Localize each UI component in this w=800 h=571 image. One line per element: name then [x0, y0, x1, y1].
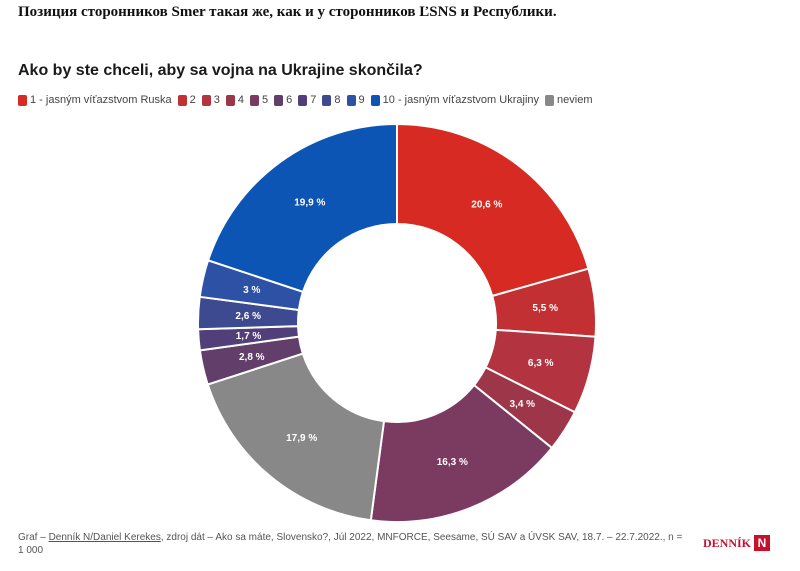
- slice-value-label: 2,6 %: [235, 311, 261, 322]
- legend-item[interactable]: 4: [225, 94, 245, 106]
- legend-item[interactable]: 6: [274, 94, 292, 106]
- legend-swatch: [545, 94, 555, 106]
- legend-label: 9: [358, 94, 365, 106]
- legend-swatch: [225, 94, 235, 106]
- slice-value-label: 2,8 %: [239, 352, 265, 363]
- slice-value-label: 17,9 %: [286, 433, 317, 444]
- legend-swatch: [322, 94, 332, 106]
- legend-swatch: [177, 94, 187, 106]
- logo-text: DENNÍK: [703, 535, 752, 550]
- legend-swatch: [18, 94, 27, 106]
- legend-label: 10 - jasným víťazstvom Ukrajiny: [382, 94, 540, 106]
- legend-item[interactable]: neviem: [545, 94, 592, 106]
- legend-label: neviem: [557, 94, 593, 106]
- legend-label: 3: [213, 94, 220, 106]
- donut-slice[interactable]: [206, 122, 398, 294]
- legend-item[interactable]: 5: [250, 94, 268, 106]
- slice-value-label: 5,5 %: [532, 303, 558, 314]
- legend-swatch: [274, 94, 284, 106]
- donut-slice[interactable]: [396, 122, 590, 298]
- legend-item[interactable]: 2: [177, 94, 196, 106]
- donut-slice[interactable]: [369, 383, 554, 523]
- chart-legend: 1 - jasným víťazstvom Ruska 2 3 4 5 6 7 8 9 10 - …: [18, 94, 788, 106]
- legend-label: 2: [189, 94, 196, 106]
- donut-slice[interactable]: [206, 352, 386, 522]
- page-heading: Позиция сторонников Smer такая же, как и…: [18, 4, 557, 20]
- slice-value-label: 20,6 %: [471, 200, 502, 211]
- legend-label: 1 - jasným víťazstvom Ruska: [30, 94, 172, 106]
- slice-value-label: 3,4 %: [510, 399, 536, 410]
- footer-source: , zdroj dát – Ako sa máte, Slovensko?, J…: [18, 532, 683, 556]
- legend-label: 7: [310, 94, 317, 106]
- legend-label: 5: [262, 94, 269, 106]
- legend-item[interactable]: 1 - jasným víťazstvom Ruska: [18, 94, 172, 106]
- legend-label: 6: [286, 94, 293, 106]
- legend-swatch: [201, 94, 211, 106]
- slice-value-label: 6,3 %: [528, 358, 554, 369]
- legend-item[interactable]: 8: [322, 94, 341, 106]
- legend-label: 4: [237, 94, 245, 106]
- logo-letter: N: [754, 535, 771, 551]
- dennik-n-logo: DENNÍK N: [703, 534, 771, 552]
- legend-swatch: [346, 94, 356, 106]
- chart-title: Ako by ste chceli, aby sa vojna na Ukraj…: [18, 62, 423, 79]
- slice-value-label: 16,3 %: [437, 457, 468, 468]
- slice-value-label: 3 %: [243, 285, 260, 296]
- slice-value-label: 1,7 %: [236, 331, 262, 342]
- footer-author-link[interactable]: Denník N/Daniel Kerekes: [48, 532, 161, 543]
- legend-swatch: [370, 94, 380, 106]
- legend-item[interactable]: 3: [201, 94, 220, 106]
- legend-item[interactable]: 7: [298, 94, 316, 106]
- footer-prefix: Graf –: [18, 532, 49, 543]
- chart-footer: Graf – Denník N/Daniel Kerekes, zdroj dá…: [18, 531, 688, 557]
- slice-value-label: 19,9 %: [294, 198, 325, 209]
- legend-swatch: [250, 94, 260, 106]
- legend-item[interactable]: 10 - jasným víťazstvom Ukrajiny: [370, 94, 540, 106]
- legend-swatch: [298, 94, 308, 106]
- legend-label: 8: [334, 94, 341, 106]
- legend-item[interactable]: 9: [346, 94, 365, 106]
